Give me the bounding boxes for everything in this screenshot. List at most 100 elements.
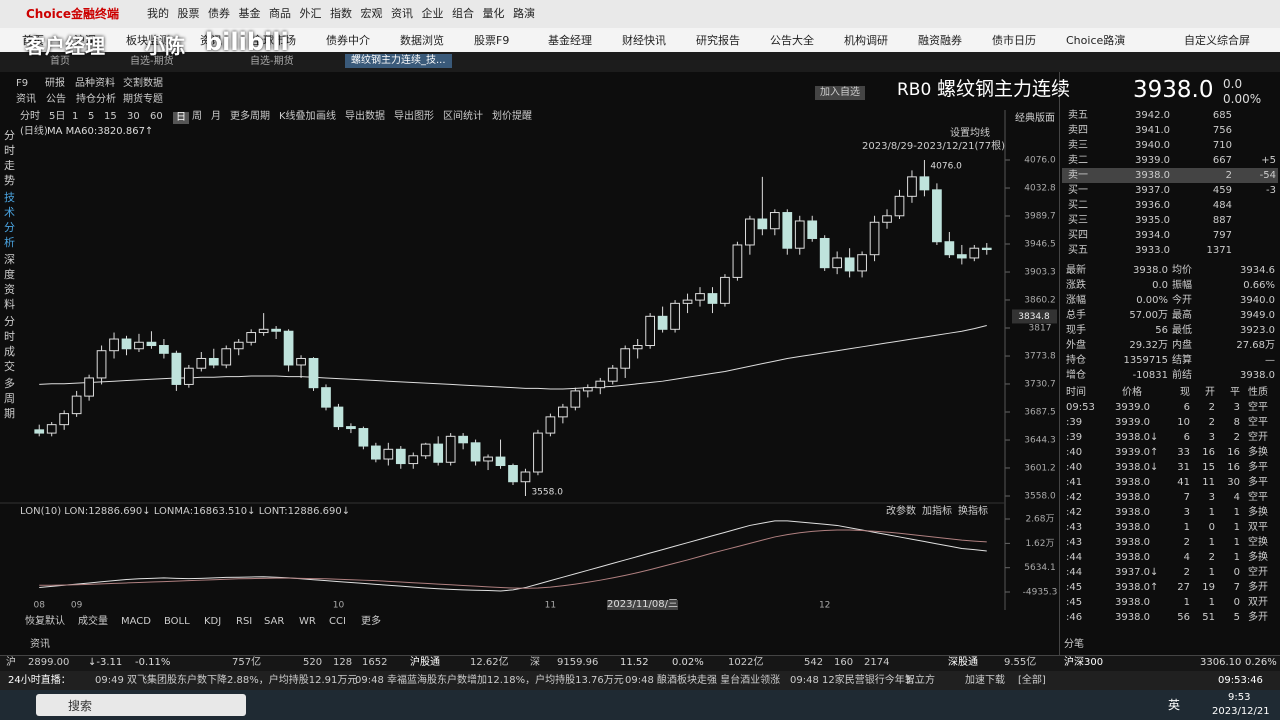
book-price: 3938.0: [1135, 170, 1170, 181]
period[interactable]: K线叠加: [279, 111, 316, 122]
indicator-tab[interactable]: CCI: [329, 616, 346, 627]
book-volume: 887: [1212, 215, 1232, 226]
indicator-tab[interactable]: RSI: [236, 616, 253, 627]
indicator-tab[interactable]: 恢复默认: [25, 616, 65, 627]
side-link[interactable]: 资讯: [16, 94, 36, 105]
period[interactable]: 分时: [20, 111, 40, 122]
stat-label: 最新: [1066, 265, 1086, 276]
news-item[interactable]: 09:48 酿酒板块走强 皇台酒业领涨: [625, 675, 781, 686]
indicator-tab[interactable]: 更多: [361, 616, 381, 627]
menu-item[interactable]: 我的: [147, 7, 169, 20]
indicator-tab[interactable]: MACD: [121, 616, 151, 627]
side-tab[interactable]: 技术分析: [4, 191, 15, 249]
toolbar-item[interactable]: 研究报告: [696, 34, 740, 47]
indicator-tab[interactable]: 成交量: [78, 616, 108, 627]
side-tab[interactable]: 多周期: [4, 377, 15, 420]
side-link[interactable]: 品种资料: [75, 78, 115, 89]
toolbar-item[interactable]: 公告大全: [770, 34, 814, 47]
period[interactable]: 更多周期: [230, 111, 270, 122]
news-item[interactable]: 09:49 双飞集团股东户数下降2.88%，户均持股12.91万元: [95, 675, 358, 686]
label[interactable]: 加指标: [922, 506, 952, 517]
book-price: 3934.0: [1135, 230, 1170, 241]
menu-item[interactable]: 资讯: [391, 7, 413, 20]
toolbar-item[interactable]: 基金经理: [548, 34, 592, 47]
side-link[interactable]: 持仓分析: [76, 94, 116, 105]
side-link[interactable]: 交割数据: [123, 78, 163, 89]
toolbar-item[interactable]: 资讯: [200, 34, 222, 47]
label[interactable]: 改参数: [886, 506, 916, 517]
toolbar-item[interactable]: 债市日历: [992, 34, 1036, 47]
menu-item[interactable]: 组合: [452, 7, 474, 20]
period[interactable]: 日: [173, 112, 189, 124]
trade-tab[interactable]: 分笔: [1064, 639, 1084, 650]
menu-item[interactable]: 量化: [482, 7, 505, 20]
toolbar-item[interactable]: 全球市场: [252, 34, 296, 47]
side-tab[interactable]: 深度资料: [4, 253, 15, 311]
period[interactable]: 5日: [49, 111, 66, 122]
menu-item[interactable]: 股票: [177, 7, 200, 20]
side-link[interactable]: 研报: [45, 78, 65, 89]
toolbar-item[interactable]: 板块监测: [126, 34, 170, 47]
period[interactable]: 30: [127, 111, 140, 122]
toolbar-item[interactable]: 财经快讯: [622, 34, 666, 47]
label[interactable]: 换指标: [958, 506, 988, 517]
candle-body: [395, 448, 406, 465]
label[interactable]: 设置均线: [950, 128, 990, 139]
menu-item[interactable]: 基金: [238, 7, 261, 20]
stat-label: 最高: [1172, 310, 1192, 321]
period[interactable]: 导出数据: [345, 111, 385, 122]
menu-item[interactable]: 企业: [421, 7, 444, 20]
toolbar-item[interactable]: 融资融券: [918, 34, 962, 47]
search-box[interactable]: [36, 694, 246, 716]
period[interactable]: 15: [104, 111, 117, 122]
period[interactable]: 划价提醒: [492, 111, 532, 122]
menu-item[interactable]: 债券: [208, 7, 230, 20]
indicator-tab[interactable]: SAR: [264, 616, 285, 627]
toolbar-item[interactable]: 沪深: [74, 34, 96, 47]
tab[interactable]: 自选-期货: [130, 56, 174, 67]
menu-item[interactable]: 宏观: [360, 7, 383, 20]
side-tab[interactable]: 分时成交: [4, 315, 15, 373]
period[interactable]: 导出图形: [394, 111, 434, 122]
menu-item[interactable]: 路演: [513, 7, 535, 20]
add-watch[interactable]: 加入自选: [815, 86, 865, 100]
tab[interactable]: 首页: [50, 56, 70, 67]
news-item[interactable]: [全部]: [1018, 675, 1046, 686]
toolbar-item[interactable]: 债券中介: [326, 34, 370, 47]
side-tab[interactable]: 分时走势: [4, 129, 15, 187]
trade-cell: 1: [1208, 537, 1215, 548]
toolbar-item[interactable]: 机构调研: [844, 34, 888, 47]
menu-item[interactable]: 外汇: [299, 7, 322, 20]
side-link[interactable]: F9: [16, 78, 29, 89]
indicator-tab[interactable]: BOLL: [164, 616, 190, 627]
menu-item[interactable]: 商品: [269, 7, 291, 20]
period[interactable]: 1: [72, 111, 79, 122]
toolbar-item[interactable]: 股票F9: [474, 34, 510, 47]
period[interactable]: 60: [150, 111, 163, 122]
tab[interactable]: 螺纹钢主力连续_技...: [345, 54, 452, 68]
toolbar-item[interactable]: Choice路演: [1066, 34, 1126, 47]
period[interactable]: 周: [192, 111, 202, 122]
toolbar-item[interactable]: 数据浏览: [400, 34, 444, 47]
period[interactable]: 区间统计: [443, 111, 483, 122]
news-item[interactable]: 加速下载: [965, 675, 1005, 686]
news-item[interactable]: 智立方: [905, 675, 935, 686]
period[interactable]: 5: [88, 111, 95, 122]
tab[interactable]: 自选-期货: [250, 56, 294, 67]
period[interactable]: 月: [211, 111, 221, 122]
news-item[interactable]: 09:48 12家民营银行今年3...: [790, 675, 921, 686]
news-item[interactable]: 09:48 幸福蓝海股东户数增加12.18%，户均持股13.76万元: [355, 675, 624, 686]
layout[interactable]: 经典版面: [1015, 113, 1055, 124]
side-link[interactable]: 公告: [46, 94, 66, 105]
indicator-tab[interactable]: KDJ: [204, 616, 222, 627]
menu-item[interactable]: 指数: [330, 7, 352, 20]
trade-header: 性质: [1248, 387, 1268, 398]
toolbar-item[interactable]: 首页: [22, 34, 44, 47]
toolbar-item[interactable]: 自定义综合屏: [1184, 34, 1250, 47]
indicator-tab[interactable]: WR: [299, 616, 316, 627]
news-tab[interactable]: 资讯: [30, 639, 50, 650]
period[interactable]: 画线: [316, 111, 336, 122]
book-volume: 710: [1212, 140, 1232, 151]
side-link[interactable]: 期货专题: [123, 94, 163, 105]
